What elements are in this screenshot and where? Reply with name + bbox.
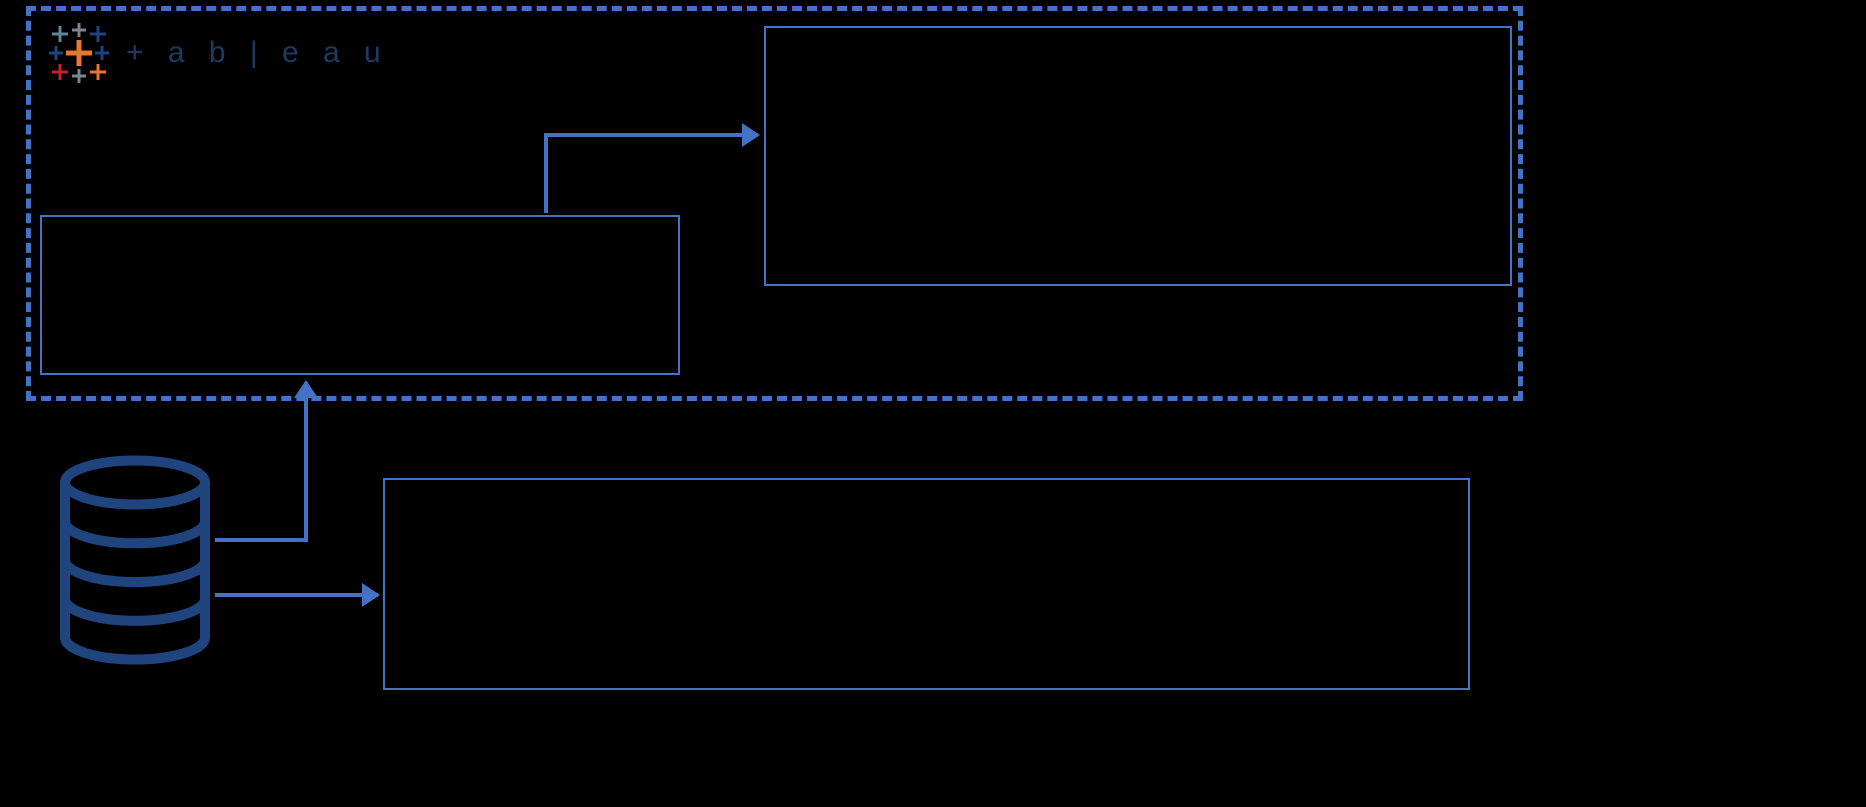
tableau-wordmark: + a b | e a u [126,36,389,70]
tableau-logo: + a b | e a u [46,20,389,86]
box-left [40,215,680,375]
box-top-right [764,26,1512,286]
diagram-canvas: + a b | e a u [0,0,1866,807]
arrow-db-to-left-box [215,382,306,540]
database-icon [65,461,205,660]
tableau-mark-icon [46,20,112,86]
box-bottom [383,478,1470,690]
